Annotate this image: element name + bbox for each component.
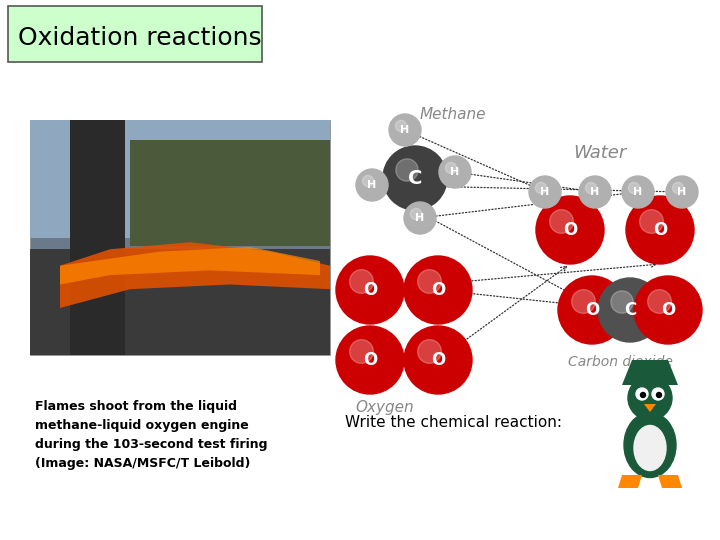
Text: O: O: [585, 301, 599, 319]
Text: H: H: [634, 187, 643, 197]
Text: Methane: Methane: [420, 107, 487, 122]
Circle shape: [383, 146, 447, 210]
Circle shape: [336, 326, 404, 394]
Circle shape: [446, 163, 456, 173]
Circle shape: [350, 340, 374, 363]
Circle shape: [536, 196, 604, 264]
Circle shape: [404, 326, 472, 394]
Polygon shape: [60, 247, 320, 285]
Circle shape: [536, 183, 546, 194]
Circle shape: [634, 276, 702, 344]
Text: C: C: [624, 301, 636, 319]
Text: C: C: [408, 168, 422, 187]
Circle shape: [418, 269, 441, 293]
Text: H: H: [678, 187, 687, 197]
Circle shape: [404, 202, 436, 234]
FancyBboxPatch shape: [30, 249, 330, 355]
Circle shape: [629, 183, 639, 194]
Circle shape: [356, 169, 388, 201]
Circle shape: [585, 183, 597, 194]
Text: Carbon dioxide: Carbon dioxide: [567, 355, 672, 369]
FancyBboxPatch shape: [30, 120, 330, 238]
Text: H: H: [415, 213, 425, 223]
Circle shape: [626, 196, 694, 264]
Text: Write the chemical reaction:: Write the chemical reaction:: [345, 415, 562, 430]
Polygon shape: [60, 242, 330, 308]
Text: O: O: [431, 351, 445, 369]
Polygon shape: [658, 475, 682, 488]
Circle shape: [404, 256, 472, 324]
Text: O: O: [563, 221, 577, 239]
Text: Water: Water: [573, 144, 626, 162]
Circle shape: [410, 208, 422, 220]
Circle shape: [439, 156, 471, 188]
Circle shape: [350, 269, 374, 293]
Text: H: H: [367, 180, 377, 190]
Circle shape: [666, 176, 698, 208]
Text: O: O: [661, 301, 675, 319]
Circle shape: [647, 289, 671, 313]
Text: O: O: [363, 351, 377, 369]
Circle shape: [652, 388, 664, 400]
Ellipse shape: [624, 413, 676, 477]
Text: O: O: [653, 221, 667, 239]
Circle shape: [641, 393, 646, 397]
Text: Oxidation reactions: Oxidation reactions: [18, 26, 261, 50]
Circle shape: [396, 159, 418, 181]
Circle shape: [611, 291, 633, 313]
Polygon shape: [618, 475, 642, 488]
Circle shape: [622, 176, 654, 208]
Circle shape: [389, 114, 421, 146]
Circle shape: [598, 278, 662, 342]
Text: Oxygen: Oxygen: [355, 400, 413, 415]
Circle shape: [529, 176, 561, 208]
Circle shape: [628, 376, 672, 420]
Text: O: O: [363, 281, 377, 299]
Ellipse shape: [634, 426, 666, 470]
Circle shape: [579, 176, 611, 208]
Circle shape: [336, 256, 404, 324]
Circle shape: [672, 183, 683, 194]
Text: O: O: [431, 281, 445, 299]
Circle shape: [636, 388, 648, 400]
Circle shape: [395, 120, 407, 132]
Circle shape: [558, 276, 626, 344]
Circle shape: [572, 289, 595, 313]
Circle shape: [657, 393, 662, 397]
Polygon shape: [644, 404, 656, 412]
Text: Flames shoot from the liquid
methane-liquid oxygen engine
during the 103-second : Flames shoot from the liquid methane-liq…: [35, 400, 268, 470]
Circle shape: [639, 210, 663, 233]
Text: H: H: [451, 167, 459, 177]
FancyBboxPatch shape: [30, 120, 330, 355]
Text: H: H: [541, 187, 549, 197]
Polygon shape: [622, 360, 678, 385]
FancyBboxPatch shape: [130, 140, 330, 246]
Circle shape: [418, 340, 441, 363]
Text: H: H: [400, 125, 410, 135]
Circle shape: [362, 176, 374, 187]
FancyBboxPatch shape: [8, 6, 262, 62]
FancyBboxPatch shape: [70, 120, 125, 355]
Text: H: H: [590, 187, 600, 197]
Circle shape: [549, 210, 573, 233]
